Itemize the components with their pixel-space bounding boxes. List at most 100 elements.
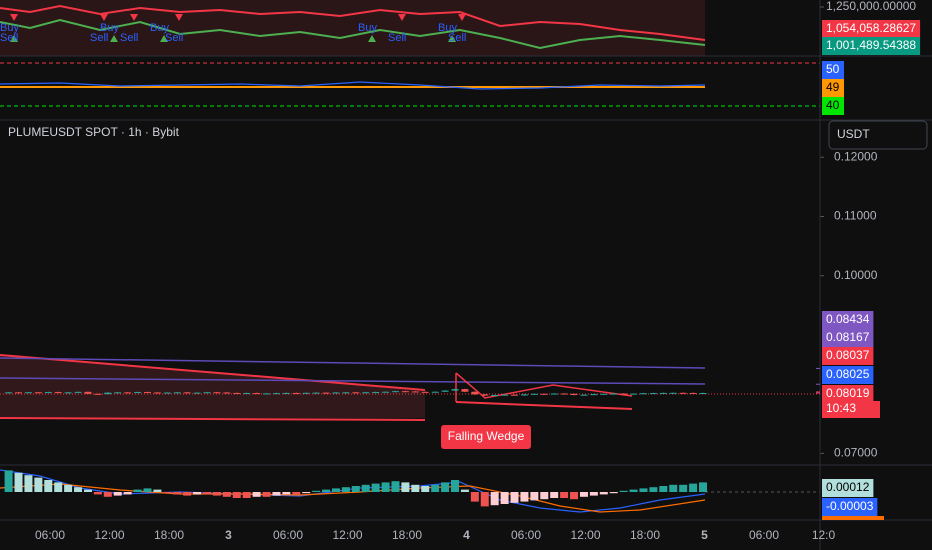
signal-label: Buy	[100, 22, 119, 34]
candle-body	[263, 393, 271, 395]
signal-label: Buy	[150, 22, 169, 34]
candle-body	[163, 392, 171, 394]
candle-body	[391, 391, 399, 393]
signal-arrow	[110, 35, 118, 42]
candle-body	[511, 394, 519, 396]
macd-bar	[262, 492, 271, 497]
macd-bar	[153, 489, 162, 492]
time-label: 12:00	[94, 528, 124, 542]
macd-bar	[203, 492, 211, 495]
price-badge: 0.08434	[826, 312, 870, 326]
currency-button-label[interactable]: USDT	[837, 127, 870, 141]
time-label: 06:00	[511, 528, 541, 542]
macd-bar	[64, 484, 73, 492]
macd-badge: -0.00003	[826, 499, 874, 513]
candle-body	[223, 392, 231, 394]
macd-bar	[441, 482, 450, 492]
macd-bar	[163, 492, 172, 494]
macd-bar	[341, 487, 350, 492]
candle-body	[659, 392, 667, 394]
macd-bar	[331, 488, 340, 492]
signal-arrow	[448, 35, 456, 42]
price-tick-label: 0.10000	[834, 268, 878, 282]
main-pane: 0.12000 0.11000 0.10000 0.07000	[0, 149, 878, 460]
candle-body	[5, 392, 13, 394]
candle-body	[461, 389, 469, 392]
price-badge-box	[822, 311, 874, 329]
rsi-badge: 50	[826, 62, 840, 76]
macd-bar	[322, 489, 331, 492]
macd-bar	[639, 488, 648, 492]
price-badge-box	[822, 385, 874, 403]
candle-body	[173, 392, 181, 394]
macd-bar	[669, 484, 678, 492]
signal-label: Sell	[388, 32, 406, 44]
macd-bar	[54, 482, 63, 492]
macd-bar	[93, 492, 102, 495]
macd-bar	[480, 492, 489, 507]
rsi-line	[0, 81, 706, 90]
macd-bar	[599, 492, 608, 495]
candle-body	[104, 392, 112, 395]
candle-body	[272, 393, 280, 395]
macd-bar	[282, 492, 291, 495]
candle-body	[34, 392, 42, 394]
macd-bar	[679, 484, 688, 492]
price-tick-label: 0.12000	[834, 149, 878, 163]
time-label: 18:00	[630, 528, 660, 542]
macd-bar	[252, 492, 261, 497]
macd-bar	[103, 492, 112, 497]
macd-bar	[4, 470, 13, 492]
candle-body	[590, 394, 598, 396]
signal-label: Sell	[448, 32, 466, 44]
macd-bar	[579, 492, 588, 497]
signal-arrow	[458, 14, 466, 21]
candle-body	[669, 392, 677, 394]
candle-body	[24, 392, 32, 394]
candle-body	[253, 393, 261, 395]
macd-bar	[113, 492, 122, 496]
channel-line	[0, 357, 706, 369]
time-label: 12:0	[812, 528, 836, 542]
macd-bar	[133, 489, 142, 492]
rsi-badge: 49	[826, 80, 840, 94]
macd-bar	[699, 482, 707, 492]
signal-arrow	[368, 35, 376, 42]
candle-body	[342, 392, 350, 394]
candle-body	[382, 391, 390, 393]
rsi-badge-box	[822, 79, 844, 97]
signal-arrow	[160, 35, 168, 42]
candle-body	[372, 392, 380, 394]
macd-bar	[500, 492, 509, 504]
candle-body	[520, 394, 528, 396]
macd-bar	[510, 492, 519, 503]
candle-body	[302, 392, 310, 394]
signal-arrow	[10, 14, 18, 21]
candle-body	[501, 394, 509, 396]
candle-body	[114, 392, 122, 394]
macd-bar	[570, 492, 579, 500]
macd-bar	[272, 492, 281, 496]
candle-body	[649, 393, 657, 395]
macd-bar	[431, 484, 440, 492]
macd-bar	[34, 477, 43, 492]
pattern-label-box	[441, 425, 531, 449]
currency-button[interactable]	[828, 120, 928, 150]
trend-line	[0, 417, 426, 421]
countdown-box	[822, 401, 880, 418]
macd-bar	[649, 487, 658, 492]
candle-body	[94, 393, 102, 395]
countdown: 10:43	[826, 401, 856, 415]
channel-line	[0, 377, 706, 385]
macd-bar	[123, 492, 132, 495]
candle-body	[421, 391, 429, 393]
macd-bar	[560, 492, 569, 498]
candle-body	[451, 389, 459, 391]
macd-badge-box	[822, 479, 874, 497]
signal-label: Buy	[0, 22, 19, 34]
price-badge: 0.08167	[826, 330, 870, 344]
candle-body	[84, 391, 92, 394]
macd-bar	[212, 492, 221, 496]
macd-badge-box	[822, 498, 878, 516]
